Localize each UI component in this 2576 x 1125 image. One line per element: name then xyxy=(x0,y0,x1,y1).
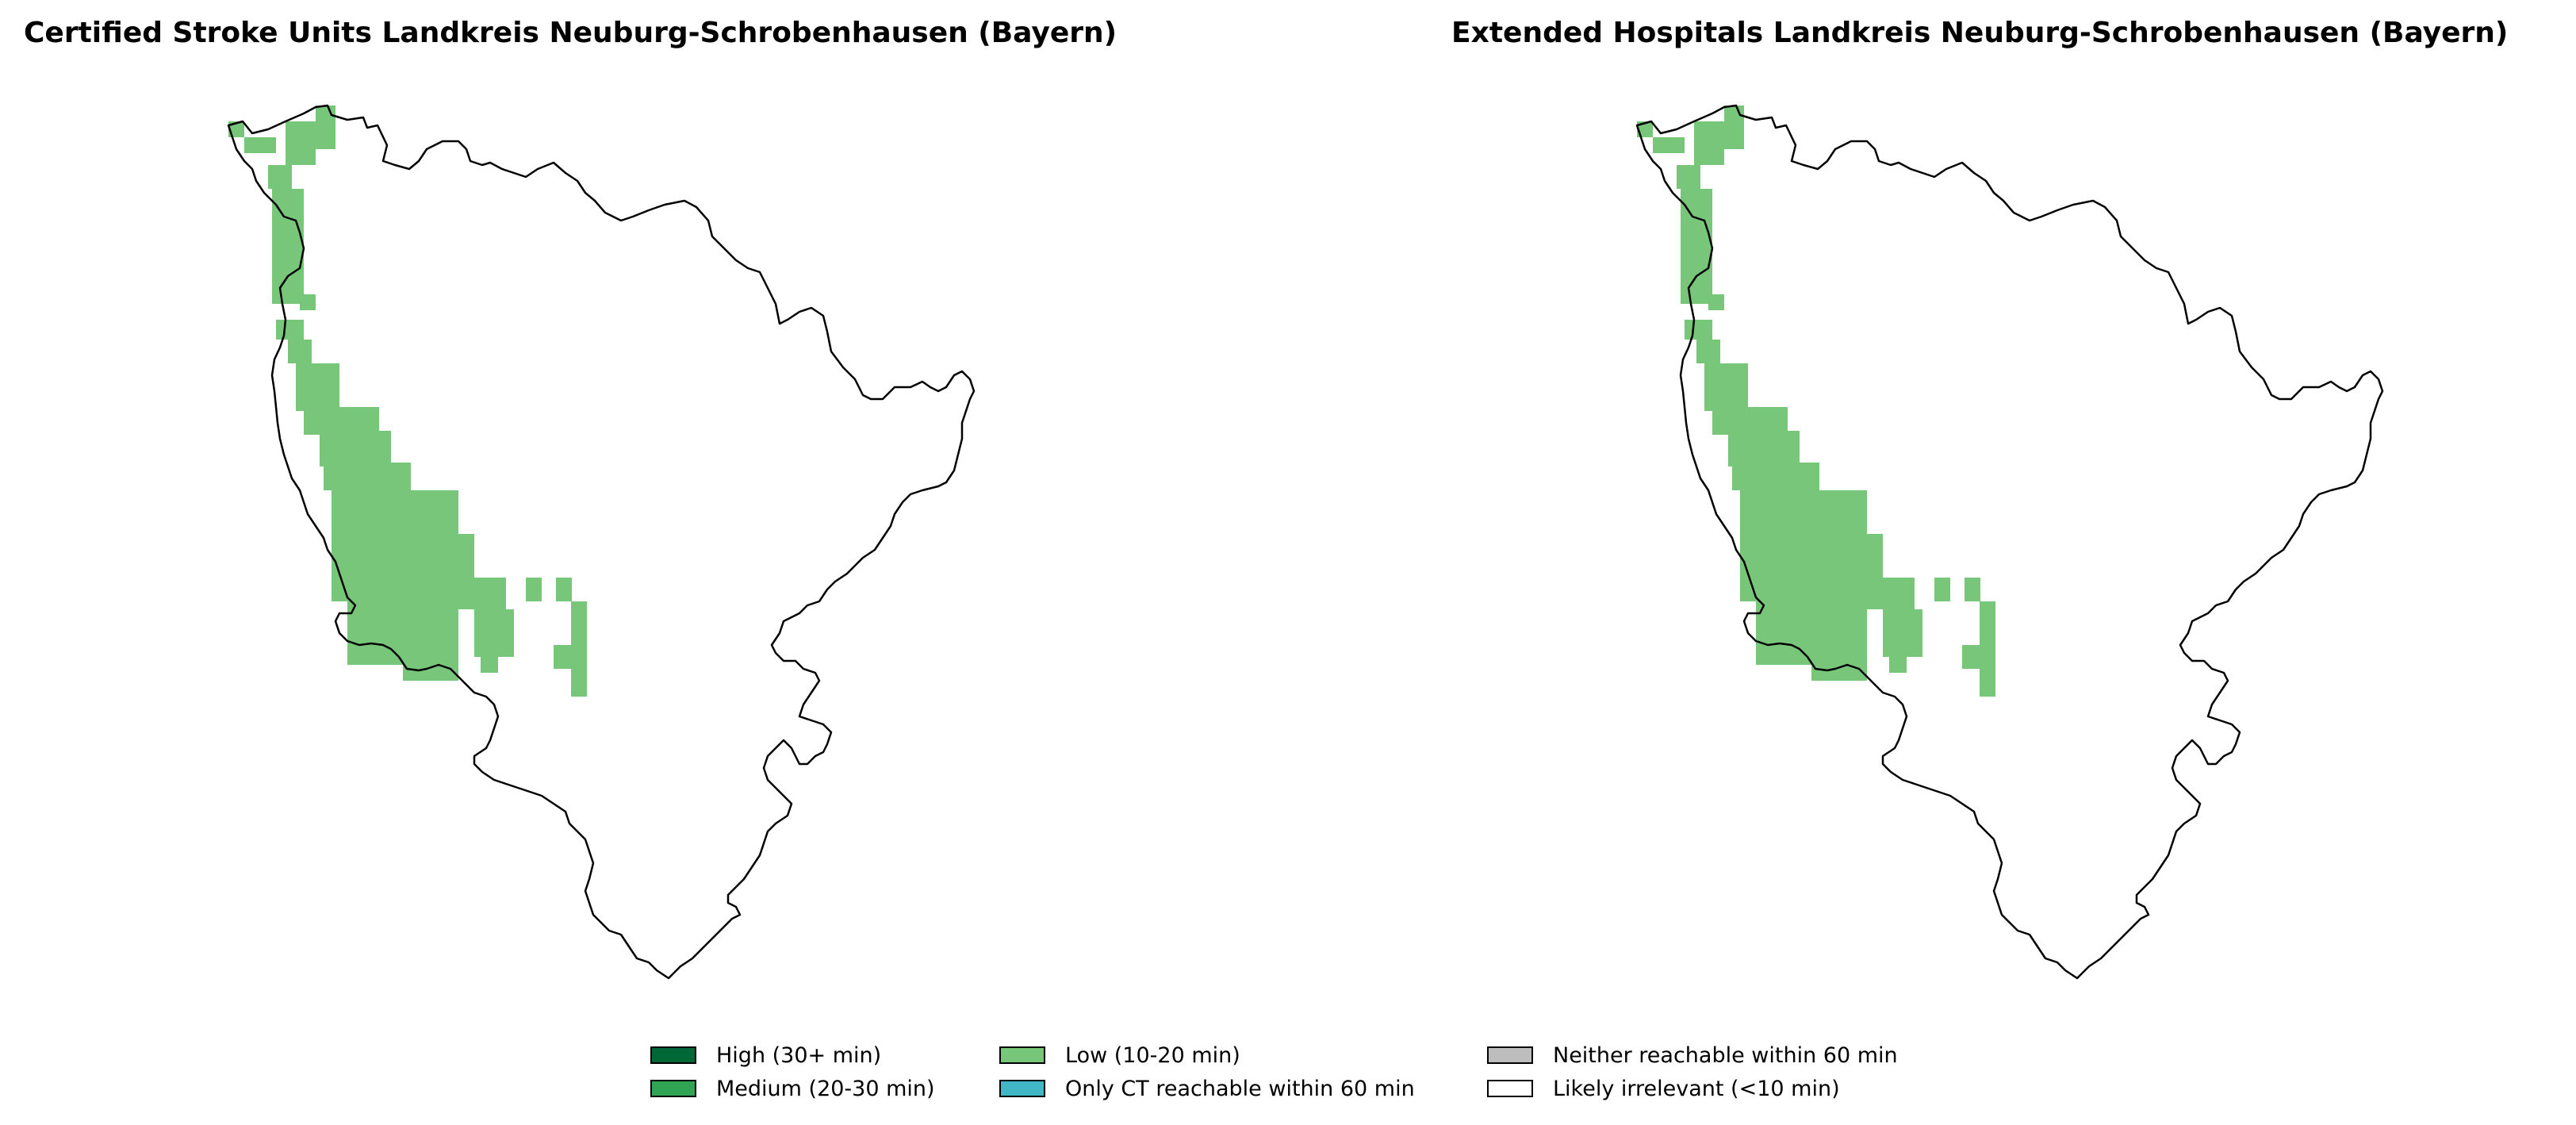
legend-swatch-high xyxy=(650,1046,696,1064)
legend-item-irrelevant: Likely irrelevant (<10 min) xyxy=(1487,1073,1840,1104)
legend-swatch-only-ct xyxy=(999,1080,1045,1097)
district-map-extended-hospitals xyxy=(1635,104,2384,980)
legend-label-high: High (30+ min) xyxy=(716,1042,882,1068)
legend-label-medium: Medium (20-30 min) xyxy=(716,1076,935,1101)
legend-label-irrelevant: Likely irrelevant (<10 min) xyxy=(1553,1076,1840,1101)
legend-swatch-neither xyxy=(1487,1046,1533,1064)
legend-item-neither: Neither reachable within 60 min xyxy=(1487,1039,1898,1071)
legend-label-neither: Neither reachable within 60 min xyxy=(1553,1042,1898,1068)
legend-swatch-low xyxy=(999,1046,1045,1064)
legend-swatch-medium xyxy=(650,1080,696,1097)
legend-label-only-ct: Only CT reachable within 60 min xyxy=(1065,1076,1415,1101)
legend-swatch-irrelevant xyxy=(1487,1080,1533,1097)
legend-item-low: Low (10-20 min) xyxy=(999,1039,1240,1071)
map-title-extended-hospitals: Extended Hospitals Landkreis Neuburg-Sch… xyxy=(1451,17,2509,49)
legend-label-low: Low (10-20 min) xyxy=(1065,1042,1240,1068)
legend: High (30+ min) Medium (20-30 min) Low (1… xyxy=(650,1039,1999,1111)
map-title-stroke-units: Certified Stroke Units Landkreis Neuburg… xyxy=(24,17,1117,49)
district-map-stroke-units xyxy=(227,104,976,980)
legend-item-medium: Medium (20-30 min) xyxy=(650,1073,935,1104)
legend-item-only-ct: Only CT reachable within 60 min xyxy=(999,1073,1415,1104)
legend-item-high: High (30+ min) xyxy=(650,1039,881,1071)
